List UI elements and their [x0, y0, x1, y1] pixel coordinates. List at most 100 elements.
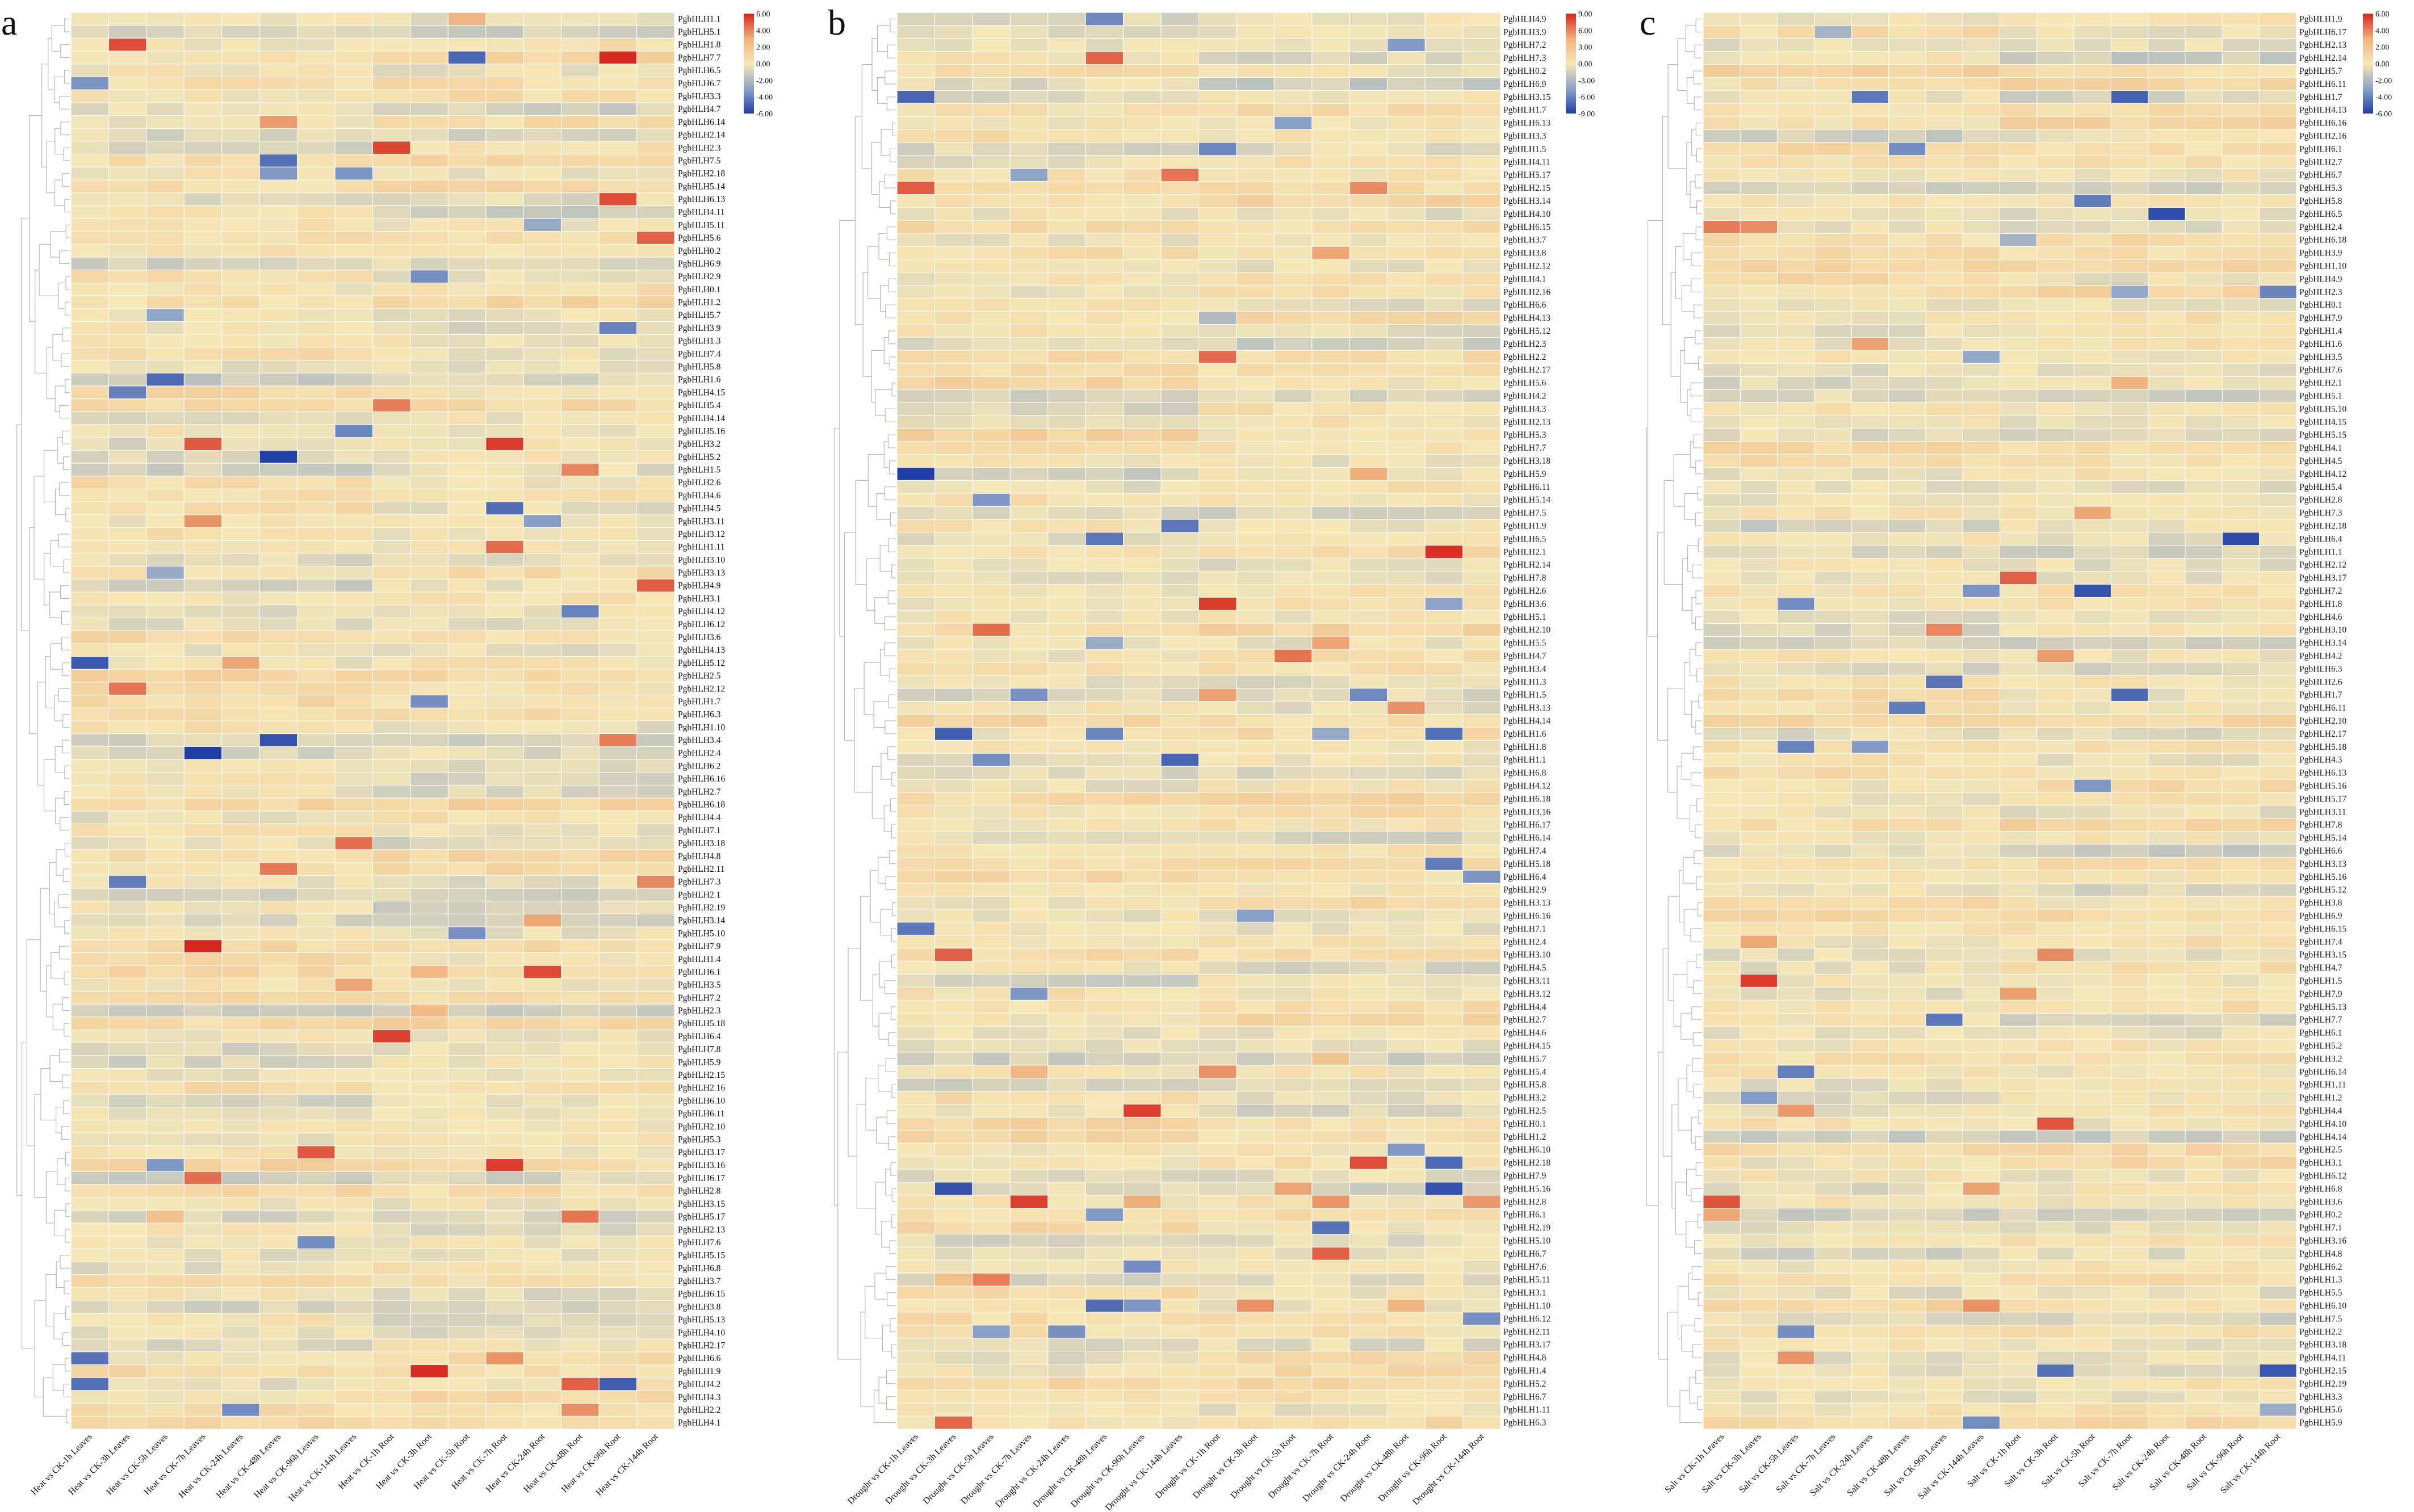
heatmap-b-cell — [1085, 1104, 1124, 1118]
heatmap-b-cell — [1462, 38, 1501, 52]
heatmap-a-cell — [297, 604, 336, 618]
heatmap-a-cell — [221, 1119, 260, 1133]
heatmap-a-cell — [221, 1390, 260, 1404]
heatmap-b-cell — [972, 285, 1011, 299]
heatmap-a-cell — [523, 514, 562, 528]
heatmap-b-cell — [1387, 935, 1426, 949]
heatmap-b-cell — [1123, 428, 1162, 442]
heatmap-c-cell — [1851, 545, 1889, 559]
dendrogram-branch — [881, 753, 892, 780]
heatmap-c-cell — [1851, 493, 1889, 507]
heatmap-a-cell — [485, 89, 524, 103]
row-label: PgbHLH7.8 — [1503, 573, 1547, 583]
heatmap-a-cell — [485, 76, 524, 90]
heatmap-b-cell — [1311, 402, 1350, 416]
heatmap-a-cell — [221, 849, 260, 863]
heatmap-a-cell — [146, 991, 185, 1005]
heatmap-b-cell — [972, 337, 1011, 351]
heatmap-b-cell — [1160, 1169, 1199, 1183]
heatmap-b-cell — [1160, 1182, 1199, 1196]
heatmap-b-cell — [1123, 558, 1162, 572]
heatmap-a-cell — [485, 347, 524, 361]
row-label: PgbHLH5.12 — [1503, 326, 1550, 336]
dendrogram-branch — [51, 952, 64, 979]
heatmap-c-cell — [2110, 337, 2149, 351]
dendrogram-branch — [862, 272, 872, 377]
row-label: PgbHLH6.9 — [1503, 79, 1547, 89]
heatmap-a-cell — [297, 321, 336, 335]
heatmap-c-cell — [2000, 753, 2038, 767]
heatmap-b-cell — [1123, 272, 1162, 286]
heatmap-a-cell — [259, 1300, 298, 1314]
heatmap-a-cell — [70, 1030, 109, 1043]
heatmap-a-cell — [259, 1325, 298, 1339]
heatmap-c-cell — [1703, 38, 1741, 52]
heatmap-a-cell — [259, 952, 298, 966]
heatmap-b-cell — [896, 740, 935, 754]
heatmap-b-cell — [1009, 519, 1049, 533]
heatmap-b-cell — [1198, 1402, 1237, 1417]
heatmap-c-cell — [2222, 181, 2260, 195]
heatmap-c-cell — [2000, 415, 2038, 429]
heatmap-b-cell — [1462, 207, 1501, 221]
heatmap-b-cell — [934, 1091, 973, 1105]
heatmap-a-cell — [447, 578, 487, 593]
row-label: PgbHLH5.15 — [678, 1251, 725, 1261]
heatmap-a-cell — [410, 141, 449, 155]
heatmap-a-cell — [523, 643, 562, 657]
heatmap-b-cell — [1273, 558, 1313, 572]
heatmap-b-cell — [1273, 1143, 1313, 1157]
heatmap-b-cell — [1198, 1312, 1237, 1326]
dendrogram-branch — [888, 330, 896, 345]
heatmap-a-cell — [259, 991, 298, 1005]
heatmap-b-cell — [1123, 1078, 1162, 1092]
heatmap-b-cell — [1085, 1246, 1124, 1261]
heatmap-c-cell — [1962, 389, 2000, 403]
heatmap-a-cell — [297, 578, 336, 593]
heatmap-b-cell — [1123, 1389, 1162, 1404]
heatmap-b-cell — [1387, 259, 1426, 273]
heatmap-c-cell — [2259, 493, 2297, 507]
heatmap-c-cell — [2185, 12, 2223, 26]
heatmap-c-cell — [1814, 753, 1852, 767]
heatmap-b-cell — [1047, 12, 1086, 26]
heatmap-b-cell — [1462, 545, 1501, 559]
dendrogram-branch — [55, 489, 66, 515]
dendrogram-branch — [35, 270, 47, 373]
heatmap-a-cell — [372, 1081, 411, 1095]
heatmap-c-cell — [1703, 454, 1741, 468]
heatmap-c-cell — [1888, 298, 1926, 312]
heatmap-c-cell — [2222, 129, 2260, 143]
dendrogram-branch — [45, 1171, 57, 1224]
heatmap-b-cell — [1311, 844, 1350, 858]
heatmap-b-cell — [1009, 1402, 1049, 1417]
row-label: PgbHLH1.6 — [678, 375, 721, 385]
heatmap-b-cell — [1311, 324, 1350, 338]
heatmap-c-cell — [1962, 324, 2000, 338]
heatmap-c-cell — [2259, 25, 2297, 39]
heatmap-c-cell — [1851, 207, 1889, 221]
heatmap-a-cell — [259, 437, 298, 451]
heatmap-b-cell — [1198, 649, 1237, 663]
heatmap-b-cell — [1273, 90, 1313, 104]
heatmap-a-cell — [183, 308, 223, 322]
heatmap-b-cell — [1047, 610, 1086, 624]
column-label: Drought vs CK-48h Root — [1339, 1431, 1411, 1503]
heatmap-a-cell — [372, 656, 411, 670]
heatmap-a-cell — [598, 720, 638, 734]
heatmap-b-cell — [1311, 415, 1350, 429]
heatmap-b-cell — [1424, 1402, 1464, 1417]
heatmap-a-cell — [561, 205, 600, 219]
heatmap-c-cell — [2259, 675, 2297, 689]
heatmap-c-cell — [2259, 779, 2297, 793]
heatmap-b-cell — [896, 376, 935, 390]
heatmap-c-cell — [2036, 662, 2074, 676]
heatmap-b-cell — [1462, 480, 1501, 494]
heatmap-c-cell — [2148, 12, 2186, 26]
heatmap-a-cell — [183, 283, 223, 296]
heatmap-a-cell — [485, 283, 524, 296]
heatmap-a-cell — [297, 1132, 336, 1146]
heatmap-a-cell — [372, 733, 411, 747]
heatmap-a-cell — [523, 372, 562, 387]
heatmap-b-cell — [1009, 168, 1049, 182]
